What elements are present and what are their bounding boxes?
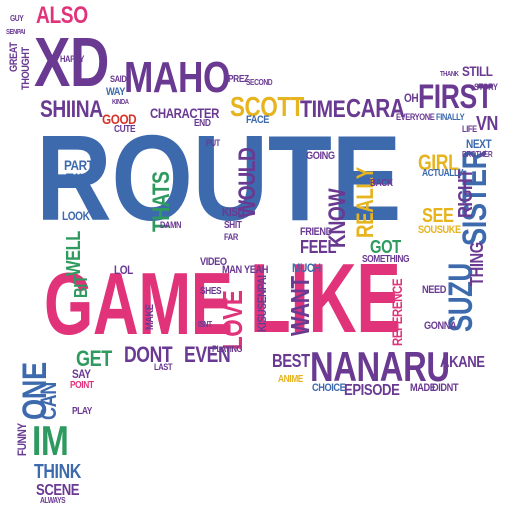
word-nanaru: NANARU xyxy=(310,343,450,390)
word-im: IM xyxy=(32,417,69,464)
word-look: LOOK xyxy=(62,209,90,223)
word-thank: THANK xyxy=(440,71,459,78)
word-put: PUT xyxy=(206,138,220,148)
word-actually: ACTUALLY xyxy=(422,168,464,179)
word-isnt: ISNT xyxy=(198,320,212,329)
word-still: STILL xyxy=(462,63,493,79)
word-also: ALSO xyxy=(36,2,88,29)
word-going: GOING xyxy=(306,150,335,162)
word-damn: DAMN xyxy=(160,220,181,230)
word-kisusenpai: KISUSENPAI xyxy=(255,275,269,332)
word-make: MAKE xyxy=(144,304,156,330)
word-end: END xyxy=(194,118,211,129)
word-cara: CARA xyxy=(346,93,405,123)
word-oh: OH xyxy=(404,91,419,105)
word-thought: THOUGHT xyxy=(20,47,32,90)
word-gonna: GONNA xyxy=(424,320,457,332)
word-reference: REFERENCE xyxy=(389,278,405,346)
word-bit: BIT xyxy=(71,275,91,298)
word-need: NEED xyxy=(422,284,446,296)
word-friend: FRIEND xyxy=(300,226,332,238)
word-life: LIFE xyxy=(462,124,477,134)
word-made: MADE xyxy=(410,382,436,394)
word-akane: AKANE xyxy=(440,354,485,371)
word-like: LIKE xyxy=(250,243,401,353)
word-xd: XD xyxy=(34,23,110,101)
word-two: TWO xyxy=(66,171,89,185)
word-sousuke: SOUSUKE xyxy=(418,224,461,236)
word-finally: FINALLY xyxy=(436,112,465,122)
word-next: NEXT xyxy=(466,137,492,151)
word-play: PLAY xyxy=(72,406,92,417)
word-part: PART xyxy=(64,157,94,173)
word-kisu: KISU xyxy=(222,205,245,219)
word-face: FACE xyxy=(246,114,269,126)
word-video: VIDEO xyxy=(200,256,227,268)
word-something: SOMETHING xyxy=(362,254,410,265)
word-story: STORY xyxy=(474,82,498,92)
word-game: GAME xyxy=(44,254,233,353)
word-great: GREAT xyxy=(8,42,20,72)
word-brother: BROTHER xyxy=(462,150,493,159)
word-choice: CHOICE xyxy=(312,382,346,394)
word-shes: SHES xyxy=(200,286,222,297)
word-character: CHARACTER xyxy=(150,105,220,121)
word-dont: DONT xyxy=(124,342,173,367)
word-scott: SCOTT xyxy=(230,91,304,122)
word-lol: LOL xyxy=(114,263,133,277)
word-episode: EPISODE xyxy=(344,382,400,399)
word-girl: GIRL xyxy=(418,150,459,175)
word-even: EVEN xyxy=(184,342,231,367)
word-always: ALWAYS xyxy=(40,496,66,505)
word-playing: PLAYING xyxy=(212,344,242,354)
word-vn: VN xyxy=(476,113,498,135)
word-man: MAN xyxy=(222,264,242,276)
word-guy: GUY xyxy=(10,14,24,23)
word-get: GET xyxy=(76,346,112,371)
word-shit: SHIT xyxy=(224,220,242,231)
word-kinda: KINDA xyxy=(112,99,129,106)
word-well: WELL xyxy=(63,231,85,276)
word-much: MUCH xyxy=(292,261,321,275)
word-funny: FUNNY xyxy=(15,423,29,456)
word-time: TIME xyxy=(300,96,346,123)
word-want: WANT xyxy=(285,276,315,336)
word-feel: FEEL xyxy=(300,237,337,257)
word-see: SEE xyxy=(422,205,454,227)
word-yeah: YEAH xyxy=(244,264,268,276)
word-scene: SCENE xyxy=(36,482,80,499)
word-point: POINT xyxy=(70,380,94,391)
word-think: THINK xyxy=(34,461,81,483)
word-anime: ANIME xyxy=(278,374,303,385)
word-prez: PREZ xyxy=(228,74,249,85)
word-good: GOOD xyxy=(102,111,137,127)
word-senpai: SENPAI xyxy=(6,29,25,36)
word-second: SECOND xyxy=(246,78,273,87)
word-route: ROUTE xyxy=(36,110,402,246)
word-way: WAY xyxy=(106,86,125,98)
word-far: FAR xyxy=(224,232,238,242)
word-thing: THING xyxy=(467,242,487,286)
word-maho: MAHO xyxy=(124,53,230,102)
word-got: GOT xyxy=(370,237,401,257)
word-best: BEST xyxy=(272,351,310,371)
word-said: SAID xyxy=(110,74,127,84)
word-didnt: DIDNT xyxy=(432,382,459,394)
word-happy: HAPPY xyxy=(60,54,84,64)
word-can: CAN xyxy=(36,382,61,420)
word-everyone: EVERYONE xyxy=(396,112,435,122)
word-first: FIRST xyxy=(418,78,493,116)
word-say: SAY xyxy=(72,367,91,381)
word-last: LAST xyxy=(154,362,173,372)
word-back: BACK xyxy=(370,178,393,189)
word-sister: SHIINA xyxy=(40,96,103,123)
word-cute: CUTE xyxy=(114,124,136,135)
